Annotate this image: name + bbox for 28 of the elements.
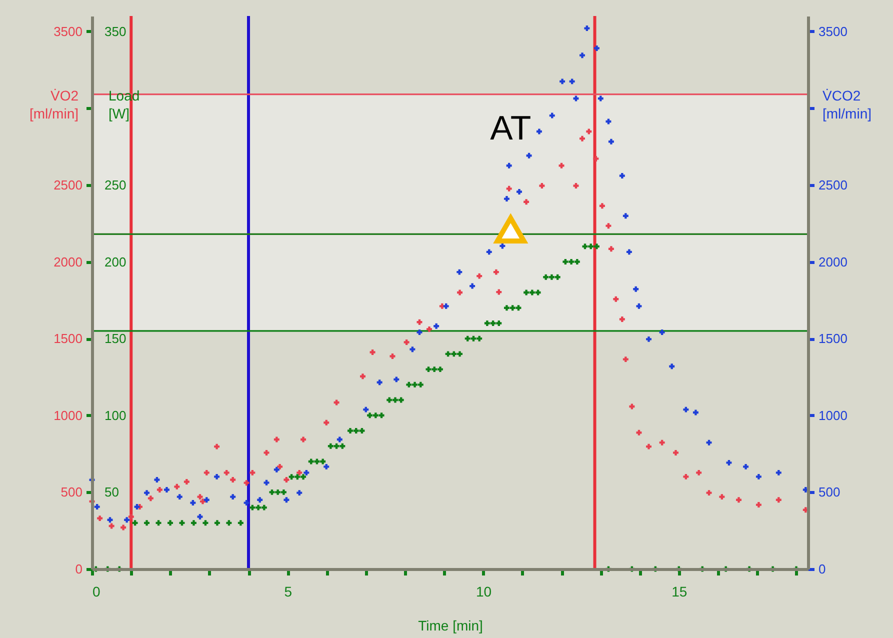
y3-tick-label: 2000 [818, 254, 848, 270]
y2-tick-label: 150 [104, 331, 126, 346]
y3-axis-title: V̇CO2 [ml/min] [822, 88, 872, 122]
y2-tick-label: 100 [104, 408, 126, 423]
y-tick-label: 0 [75, 562, 82, 576]
x-tick-label: 5 [284, 584, 292, 600]
y-tick-label: 500 [60, 484, 82, 500]
y3-tick-label: 0 [818, 562, 826, 576]
y3-tick-label: 2500 [818, 177, 848, 192]
y-tick-label: 3500 [54, 24, 82, 39]
y-tick-label: 1500 [54, 331, 82, 346]
y2-tick-label: 50 [104, 484, 119, 500]
y3-tick-label: 1500 [818, 331, 848, 346]
annotation: AT [490, 110, 532, 148]
y3-tick-label: 500 [818, 484, 840, 500]
x-tick-label: 0 [92, 584, 100, 600]
y3-tick-label: 3500 [818, 24, 848, 39]
x-tick-label: 15 [672, 584, 688, 600]
y2-tick-label: 350 [104, 24, 126, 39]
y-tick-label: 2000 [54, 254, 82, 270]
y2-tick-label: 250 [104, 177, 126, 192]
y3-tick-label: 1000 [818, 408, 848, 423]
y-axis-title: V̇O2 [ml/min] [30, 88, 79, 122]
y-tick-label: 2500 [54, 177, 82, 192]
x-axis-title: Time [min] [418, 618, 483, 634]
y-tick-label: 1000 [54, 408, 82, 423]
x-tick-label: 10 [476, 584, 492, 600]
y2-tick-label: 200 [104, 254, 126, 270]
